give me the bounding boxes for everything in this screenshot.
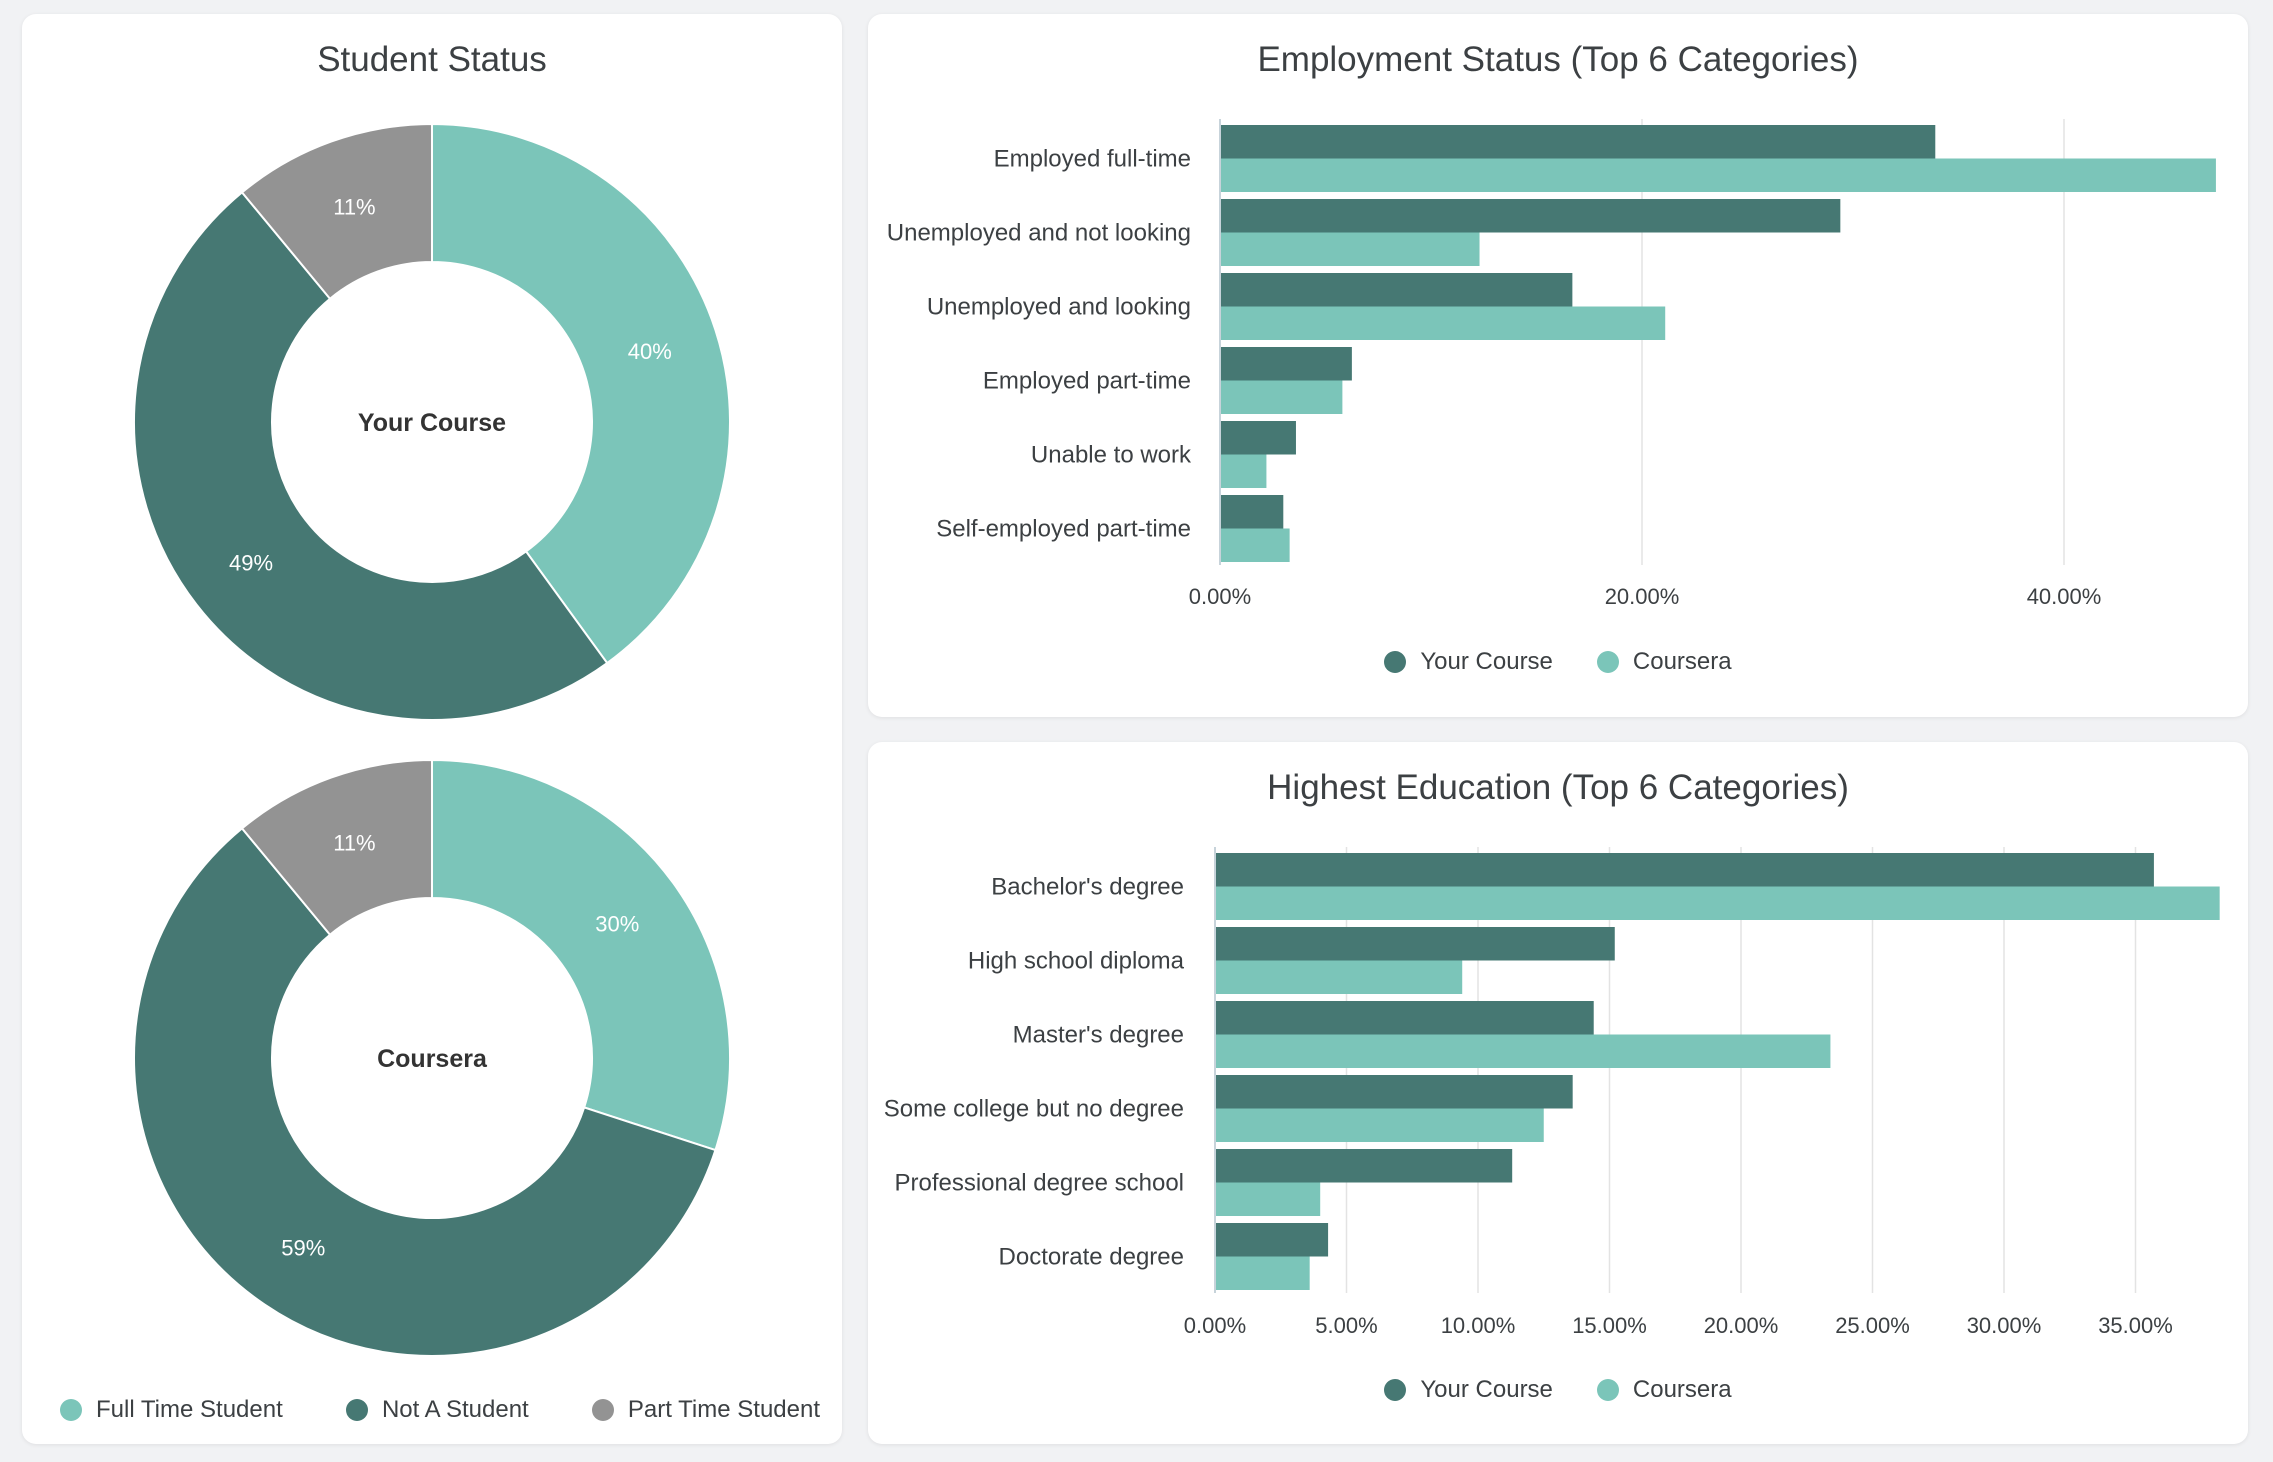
donut-center-label: Coursera xyxy=(377,1045,488,1073)
x-tick-label: 25.00% xyxy=(1835,1313,1910,1338)
bar-coursera[interactable] xyxy=(1216,1034,1831,1069)
category-label: Employed full-time xyxy=(994,146,1191,173)
bar-coursera[interactable] xyxy=(1221,232,1480,267)
education-title: Highest Education (Top 6 Categories) xyxy=(1267,768,1849,807)
legend-label: Your Course xyxy=(1420,648,1553,675)
legend-dot-icon xyxy=(1384,651,1407,673)
donut-chart-coursera: 30% 59% 11% Coursera xyxy=(133,758,731,1357)
bar-your-course[interactable] xyxy=(1221,125,1936,159)
legend-item-coursera[interactable]: Coursera xyxy=(1596,648,1732,676)
legend-dot-icon xyxy=(1596,651,1619,673)
legend-item-not-student[interactable]: Not A Student xyxy=(345,1396,529,1424)
legend-item-your-course[interactable]: Your Course xyxy=(1384,1376,1553,1404)
education-bar-chart: 0.00% 5.00% 10.00% 15.00% 20.00% 25.00% 30.00%… xyxy=(884,847,2220,1338)
category-label: Unemployed and not looking xyxy=(887,220,1191,247)
bar-your-course[interactable] xyxy=(1216,853,2154,887)
donut-slice-not-a-student[interactable] xyxy=(133,190,609,721)
donut-slice-full-time-student[interactable] xyxy=(431,758,731,1152)
bar-your-course[interactable] xyxy=(1221,273,1573,307)
category-label: Unemployed and looking xyxy=(927,294,1191,321)
x-tick-label: 20.00% xyxy=(1605,584,1680,609)
legend-label: Not A Student xyxy=(381,1396,529,1423)
legend-item-coursera[interactable]: Coursera xyxy=(1596,1376,1732,1404)
student-status-legend: Full Time Student Not A Student Part Tim… xyxy=(60,1396,820,1424)
category-label: Master's degree xyxy=(1013,1022,1184,1049)
legend-dot-icon xyxy=(1596,1379,1619,1401)
bar-your-course[interactable] xyxy=(1216,1001,1594,1035)
bar-your-course[interactable] xyxy=(1221,199,1841,233)
legend-label: Coursera xyxy=(1632,648,1732,675)
category-label: Some college but no degree xyxy=(884,1096,1184,1123)
education-legend: Your Course Coursera xyxy=(868,1376,2248,1404)
donut-slice-label: 59% xyxy=(281,1235,325,1260)
bar-coursera[interactable] xyxy=(1216,886,2220,921)
legend-label: Your Course xyxy=(1420,1376,1553,1403)
employment-title: Employment Status (Top 6 Categories) xyxy=(1257,40,1859,79)
donut-center-label: Your Course xyxy=(358,409,506,437)
donut-slice-label: 30% xyxy=(595,911,639,936)
bar-your-course[interactable] xyxy=(1221,421,1296,455)
donut-slice-label: 40% xyxy=(628,339,672,364)
legend-dot-icon xyxy=(591,1399,614,1421)
x-tick-label: 20.00% xyxy=(1704,1313,1779,1338)
legend-dot-icon xyxy=(60,1399,82,1421)
legend-dot-icon xyxy=(1384,1379,1407,1401)
student-status-title: Student Status xyxy=(317,40,547,79)
bar-coursera[interactable] xyxy=(1216,1108,1544,1143)
bar-your-course[interactable] xyxy=(1216,927,1615,961)
bar-coursera[interactable] xyxy=(1216,1256,1310,1291)
bar-coursera[interactable] xyxy=(1221,528,1290,563)
x-tick-label: 0.00% xyxy=(1189,584,1251,609)
bar-your-course[interactable] xyxy=(1221,495,1284,529)
x-tick-label: 5.00% xyxy=(1315,1313,1377,1338)
donut-slice-not-a-student[interactable] xyxy=(133,826,717,1357)
legend-dot-icon xyxy=(345,1399,368,1421)
donut-slice-part-time-student[interactable] xyxy=(240,122,433,301)
category-label: Employed part-time xyxy=(983,368,1191,395)
category-label: Self-employed part-time xyxy=(936,516,1191,543)
donut-slice-label: 11% xyxy=(333,195,375,220)
bar-coursera[interactable] xyxy=(1216,1182,1321,1217)
x-tick-label: 15.00% xyxy=(1572,1313,1647,1338)
bar-your-course[interactable] xyxy=(1216,1149,1513,1183)
donut-chart-your-course: 40% 49% 11% Your Course xyxy=(133,122,731,721)
bar-coursera[interactable] xyxy=(1221,454,1267,489)
bar-your-course[interactable] xyxy=(1221,347,1352,381)
x-tick-label: 40.00% xyxy=(2027,584,2102,609)
category-label: High school diploma xyxy=(968,948,1185,975)
bar-coursera[interactable] xyxy=(1221,380,1343,415)
legend-item-part-time[interactable]: Part Time Student xyxy=(591,1396,820,1424)
category-label: Bachelor's degree xyxy=(991,874,1184,901)
x-tick-label: 35.00% xyxy=(2098,1313,2173,1338)
legend-label: Part Time Student xyxy=(627,1396,820,1423)
bar-your-course[interactable] xyxy=(1216,1223,1329,1257)
employment-bar-chart: 0.00% 20.00% 40.00% Employed full-time Unemp… xyxy=(887,119,2216,609)
bar-coursera[interactable] xyxy=(1216,960,1463,995)
legend-item-full-time[interactable]: Full Time Student xyxy=(60,1396,283,1424)
x-tick-label: 10.00% xyxy=(1441,1313,1516,1338)
donut-slice-full-time-student[interactable] xyxy=(431,122,731,665)
legend-label: Full Time Student xyxy=(96,1396,283,1423)
x-tick-label: 30.00% xyxy=(1967,1313,2042,1338)
donut-slice-label: 11% xyxy=(333,831,375,856)
category-label: Professional degree school xyxy=(894,1170,1184,1197)
legend-label: Coursera xyxy=(1632,1376,1732,1403)
category-label: Unable to work xyxy=(1031,442,1192,469)
bar-coursera[interactable] xyxy=(1221,158,2216,193)
x-tick-label: 0.00% xyxy=(1184,1313,1246,1338)
bar-your-course[interactable] xyxy=(1216,1075,1573,1109)
donut-slice-label: 49% xyxy=(229,550,273,575)
bar-coursera[interactable] xyxy=(1221,306,1666,341)
category-label: Doctorate degree xyxy=(999,1244,1184,1271)
employment-legend: Your Course Coursera xyxy=(868,648,2248,676)
donut-slice-part-time-student[interactable] xyxy=(240,758,433,937)
legend-item-your-course[interactable]: Your Course xyxy=(1384,648,1553,676)
